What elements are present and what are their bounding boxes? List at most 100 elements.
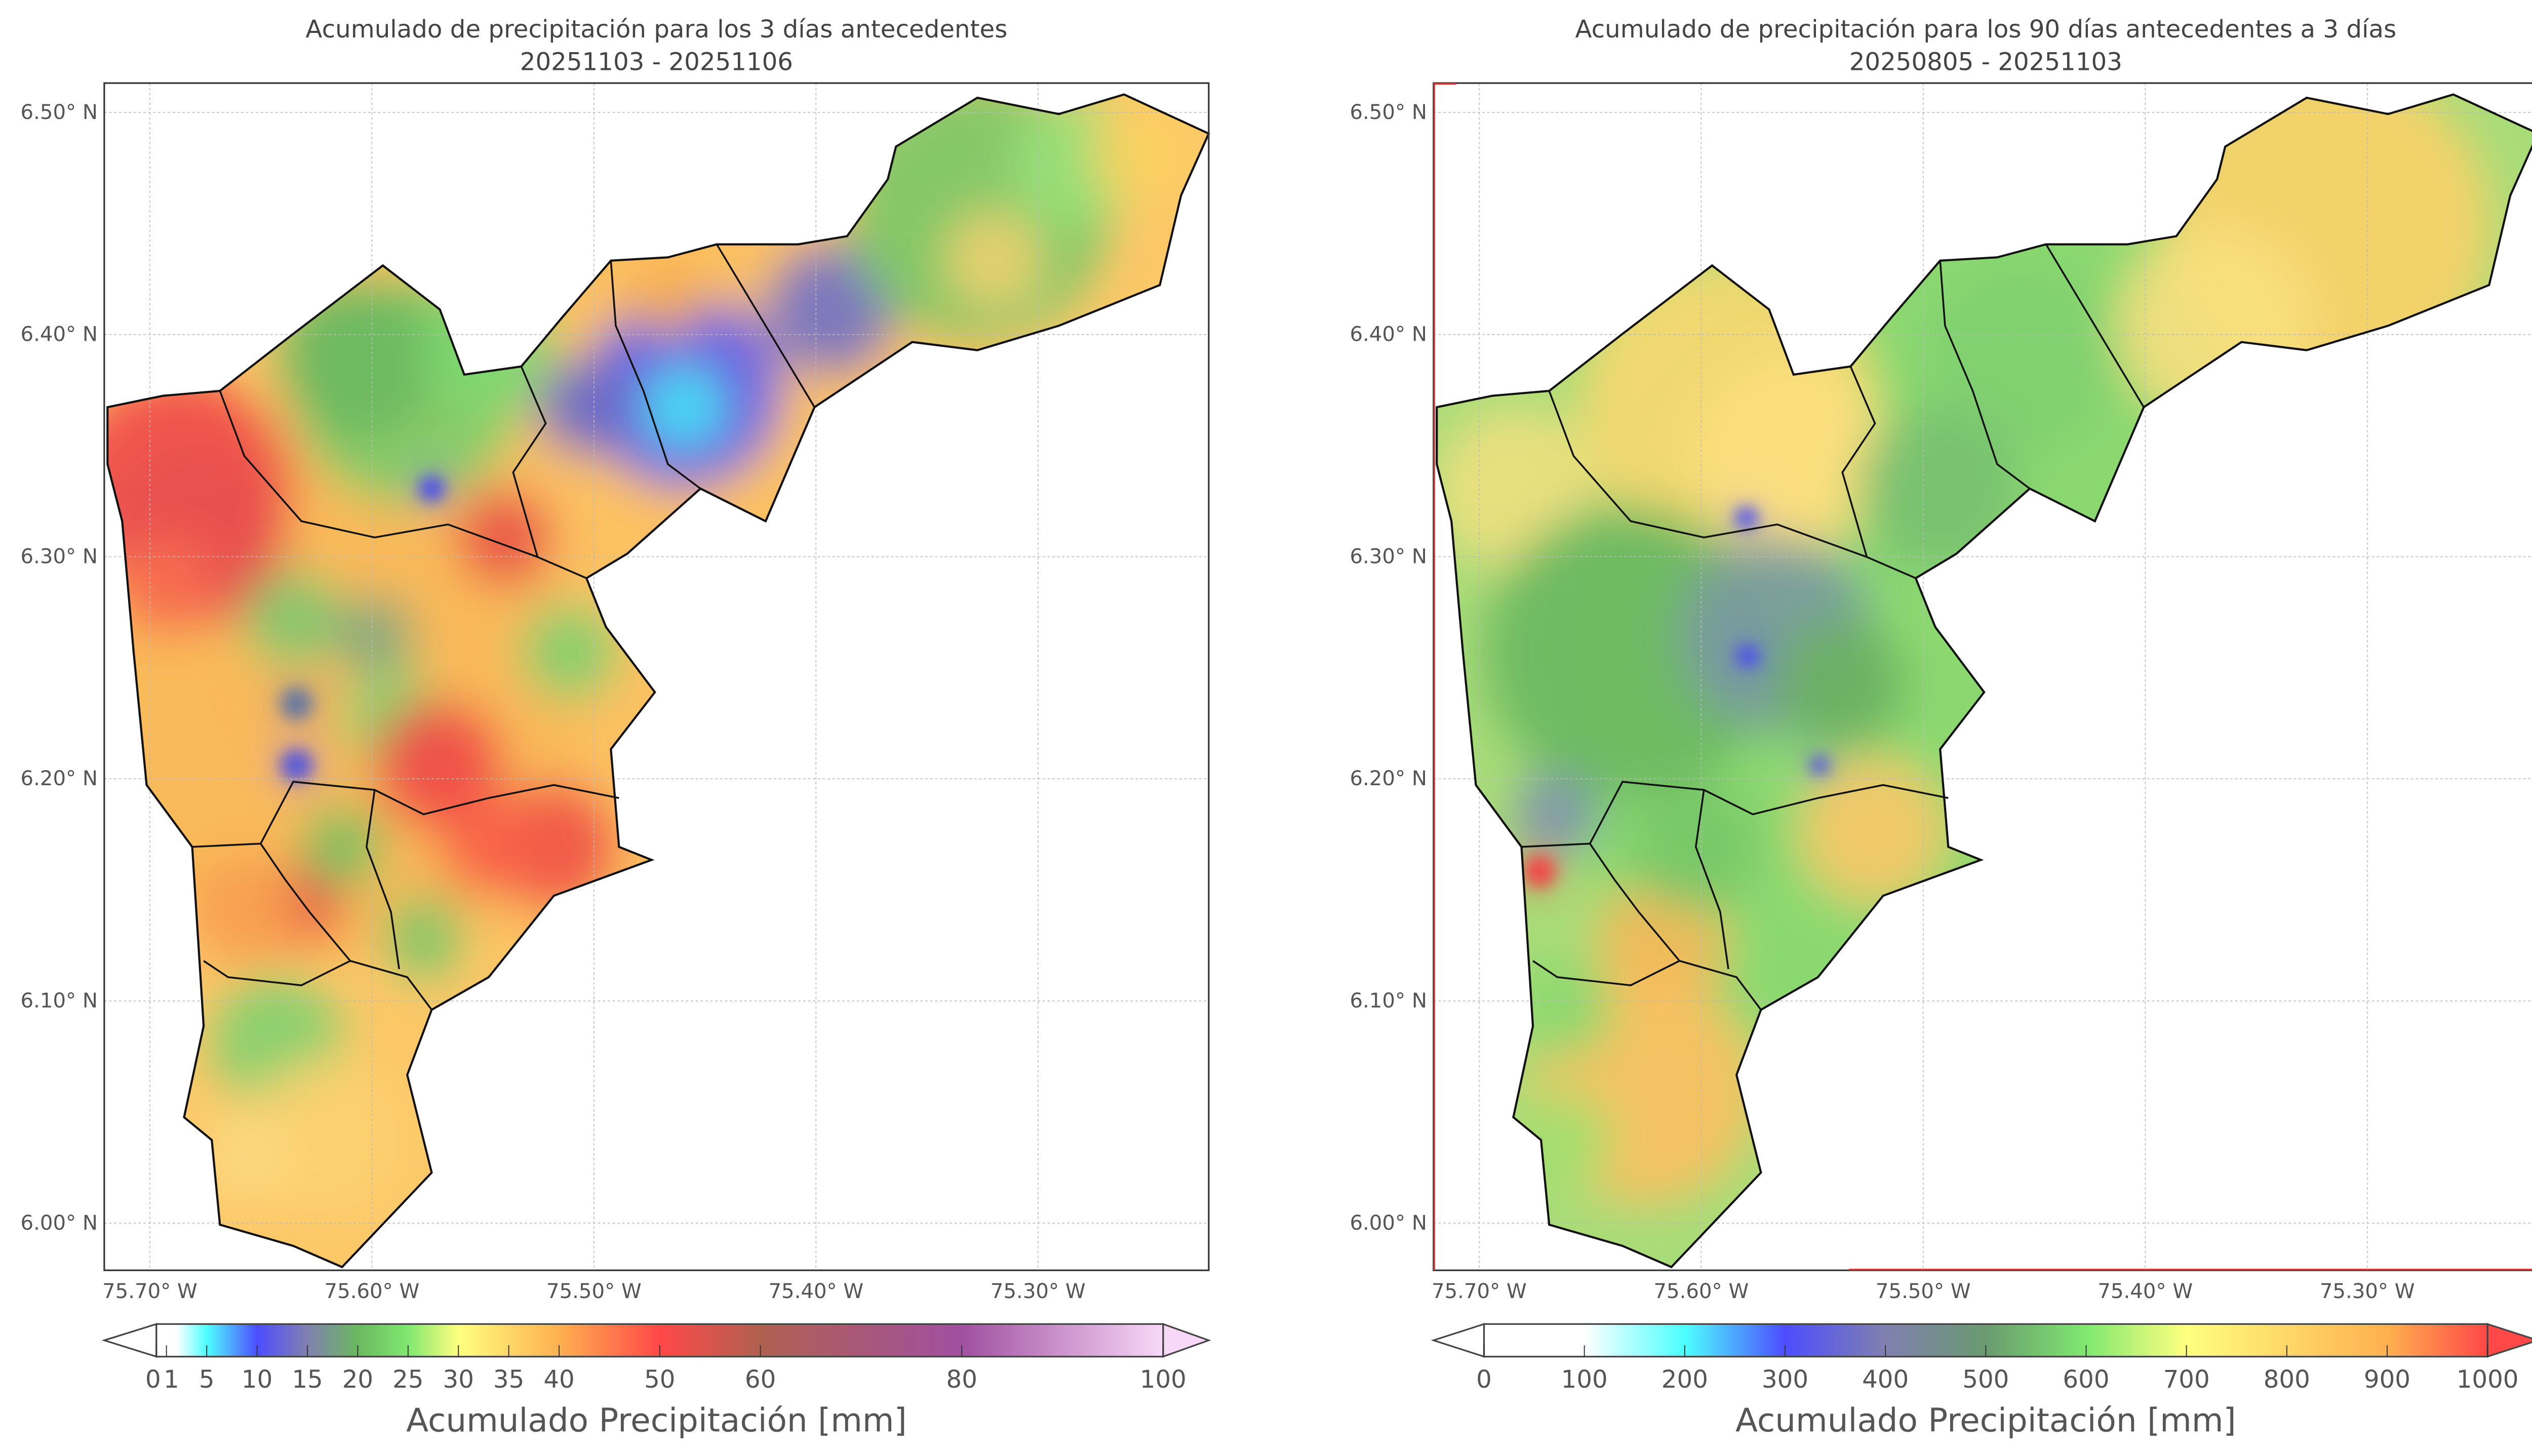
subbasin-boundary (1939, 260, 2031, 490)
panel-title-line2: 20251103 - 20251106 (520, 48, 793, 76)
precipitation-cell (374, 700, 505, 831)
lon-tick-label: 75.30° W (2320, 1280, 2415, 1303)
subbasin-boundary (1532, 960, 1680, 987)
colorbar-tick-label: 900 (2364, 1365, 2410, 1394)
precipitation-peak (418, 475, 445, 502)
precipitation-peak (1809, 755, 1830, 776)
precipitation-cell (244, 570, 342, 668)
lon-tick-label: 75.40° W (2098, 1280, 2193, 1303)
subbasin-boundary (610, 260, 701, 490)
colorbar-extend-max (1162, 1323, 1211, 1358)
basin-outline (106, 93, 1210, 1269)
colorbar-extend-min (101, 1323, 157, 1358)
precipitation-cell (627, 252, 709, 334)
precipitation-cell (456, 489, 554, 587)
lat-tick-label: 6.50° N (1350, 101, 1427, 124)
colorbar-label: Acumulado Precipitación [mm] (406, 1402, 907, 1440)
precipitation-cell (1857, 407, 2020, 570)
precipitation-cell (114, 537, 212, 635)
precipitation-peak (280, 749, 313, 782)
colorbar-tick-label: 800 (2264, 1365, 2310, 1394)
precipitation-cell (301, 806, 383, 888)
panel-90-day-precipitation: Acumulado de precipitación para los 90 d… (1350, 15, 2532, 1440)
precipitation-cell (276, 276, 440, 440)
lat-tick-label: 6.30° N (21, 545, 98, 568)
colorbar-tick-label: 200 (1661, 1365, 1708, 1394)
precipitation-cell (334, 594, 416, 676)
precipitation-peak (1523, 855, 1556, 888)
precipitation-cell (1922, 260, 2118, 456)
colorbar-tick-label: 400 (1862, 1365, 1909, 1394)
precipitation-cell (944, 212, 1043, 310)
precipitation-cell (1091, 106, 1190, 204)
lon-tick-label: 75.40° W (768, 1280, 863, 1303)
colorbar-tick-label: 300 (1762, 1365, 1808, 1394)
lon-tick-label: 75.70° W (102, 1280, 197, 1303)
lon-tick-label: 75.50° W (1876, 1280, 1971, 1303)
colorbar-tick-label: 35 (493, 1365, 524, 1394)
precipitation-cell (440, 798, 538, 896)
precipitation-peak (1734, 506, 1758, 530)
precipitation-cell (187, 855, 302, 969)
colorbar-tick-label: 5 (199, 1365, 215, 1394)
precipitation-cell (1694, 358, 1890, 554)
colorbar-tick-label: 80 (946, 1365, 977, 1394)
colorbar-tick-label: 15 (292, 1365, 323, 1394)
basin-outline (1436, 93, 2532, 1269)
colorbar: 0 100 200 300 400 500 600 700 800 900 1000 Acumulad… (1431, 1323, 2532, 1440)
lat-tick-label: 6.40° N (21, 323, 98, 346)
precipitation-cell (1515, 774, 1597, 855)
precipitation-peak (280, 687, 313, 720)
colorbar-tick-label: 60 (745, 1365, 776, 1394)
subbasin-boundary (1694, 789, 1729, 969)
precipitation-cell (195, 1107, 294, 1205)
lat-tick-label: 6.30° N (1350, 545, 1427, 568)
lon-tick-label: 75.60° W (325, 1280, 420, 1303)
panel-3-day-precipitation: Acumulado de precipitación para los 3 dí… (21, 15, 1211, 1440)
panel-title-line1: Acumulado de precipitación para los 90 d… (1575, 15, 2397, 44)
precipitation-cell (643, 366, 725, 448)
lat-tick-label: 6.00° N (21, 1211, 98, 1235)
colorbar-tick-label: 1 (164, 1365, 179, 1394)
precipitation-cell (1775, 619, 1906, 749)
lat-tick-label: 6.10° N (21, 989, 98, 1013)
precipitation-cell (1629, 782, 1760, 912)
subbasin-boundary (512, 366, 547, 557)
precipitation-cell (382, 896, 464, 978)
colorbar-tick-label: 20 (342, 1365, 373, 1394)
subbasin-boundary (716, 244, 815, 408)
subbasin-boundary (365, 789, 400, 969)
subbasin-boundary (192, 781, 619, 848)
colorbar-tick-label: 1000 (2457, 1365, 2519, 1394)
lon-tick-label: 75.50° W (546, 1280, 642, 1303)
subbasin-boundary (2045, 244, 2145, 408)
colorbar-tick-label: 700 (2163, 1365, 2210, 1394)
colorbar-tick-label: 25 (392, 1365, 423, 1394)
lat-tick-label: 6.20° N (1350, 767, 1427, 790)
subbasin-boundary (1589, 843, 1762, 1010)
map-frame (103, 82, 1210, 1271)
precipitation-cell (521, 602, 619, 701)
colorbar-tick-label: 0 (1476, 1365, 1492, 1394)
lat-tick-label: 6.50° N (21, 101, 98, 124)
precipitation-cell (765, 244, 896, 375)
subbasin-boundary (260, 843, 432, 1010)
lat-tick-label: 6.20° N (21, 767, 98, 790)
colorbar-tick-label: 600 (2063, 1365, 2109, 1394)
colorbar-tick-label: 500 (1962, 1365, 2009, 1394)
lon-tick-label: 75.30° W (991, 1280, 1086, 1303)
colorbar-extend-min (1431, 1323, 1485, 1358)
colorbar-tick-label: 40 (543, 1365, 574, 1394)
precipitation-cell (537, 358, 636, 456)
colorbar-tick-label: 0 (145, 1365, 161, 1394)
subbasin-boundary (203, 960, 351, 987)
subbasin-boundary (1521, 781, 1949, 848)
colorbar-tick-label: 50 (644, 1365, 675, 1394)
lat-tick-label: 6.40° N (1350, 323, 1427, 346)
colorbar-tick-label: 100 (1140, 1365, 1186, 1394)
colorbar-tick-label: 30 (443, 1365, 474, 1394)
colorbar-label: Acumulado Precipitación [mm] (1735, 1402, 2236, 1440)
lon-tick-label: 75.60° W (1653, 1280, 1749, 1303)
